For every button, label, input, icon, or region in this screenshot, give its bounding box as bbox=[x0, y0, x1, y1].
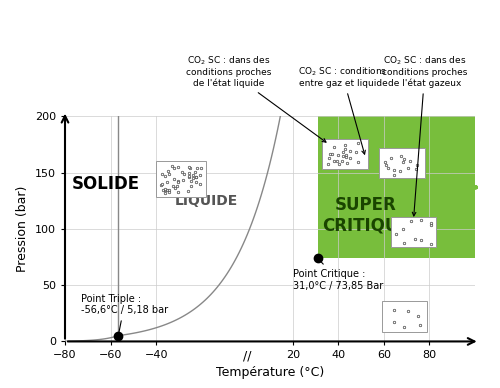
Text: Point Critique :
31,0°C / 73,85 Bar: Point Critique : 31,0°C / 73,85 Bar bbox=[293, 260, 383, 291]
Bar bbox=[390, 217, 436, 247]
X-axis label: Température (°C): Température (°C) bbox=[216, 366, 324, 379]
Bar bbox=[380, 148, 425, 178]
Text: Point Triple :
-56,6°C / 5,18 bar: Point Triple : -56,6°C / 5,18 bar bbox=[81, 294, 168, 333]
Text: CO$_2$ SC : dans des
conditions proches
de l'état gazeux: CO$_2$ SC : dans des conditions proches … bbox=[382, 54, 468, 216]
Y-axis label: Pression (bar): Pression (bar) bbox=[16, 186, 30, 272]
Text: GAZ: GAZ bbox=[395, 310, 428, 324]
Bar bbox=[318, 116, 475, 258]
Bar bbox=[156, 161, 206, 197]
Text: CO$_2$ SC : conditions
entre gaz et liquide: CO$_2$ SC : conditions entre gaz et liqu… bbox=[298, 65, 388, 154]
Bar bbox=[322, 139, 368, 169]
Text: SOLIDE: SOLIDE bbox=[72, 175, 140, 193]
Text: //: // bbox=[243, 350, 252, 362]
Text: SUPER
CRITIQUE: SUPER CRITIQUE bbox=[322, 196, 410, 235]
Text: CO$_2$ SC : dans des
conditions proches
de l'état liquide: CO$_2$ SC : dans des conditions proches … bbox=[186, 54, 326, 142]
Bar bbox=[382, 301, 427, 333]
Text: LIQUIDE: LIQUIDE bbox=[174, 194, 238, 208]
